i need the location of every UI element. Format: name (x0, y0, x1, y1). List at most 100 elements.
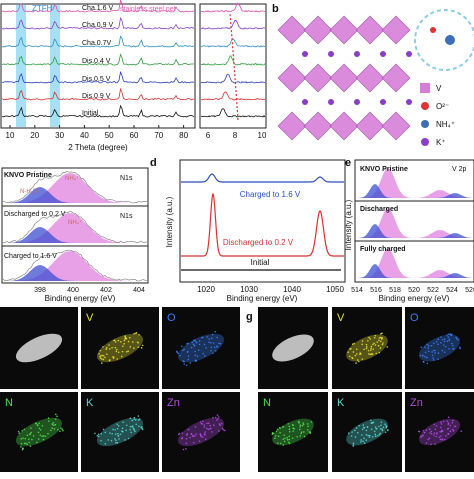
speckle (447, 433, 450, 435)
speckle (138, 334, 140, 336)
speckle (133, 418, 135, 421)
speckle (41, 424, 44, 427)
speckle (20, 442, 23, 445)
speckle (357, 360, 360, 363)
speckle (114, 428, 117, 431)
label: 50 (105, 131, 114, 140)
speckle (214, 330, 216, 333)
speckle (102, 346, 104, 348)
speckle (125, 350, 128, 353)
xrd-curve (1, 87, 195, 101)
speckle (439, 435, 442, 437)
label: 514 (351, 287, 363, 294)
speckle (134, 419, 137, 421)
speckle (28, 441, 30, 444)
speckle (204, 438, 207, 441)
speckle (380, 424, 382, 427)
speckle (53, 428, 56, 430)
label: Cha.0.7V (82, 40, 112, 47)
speckle (276, 442, 279, 444)
legend-swatch (420, 83, 430, 93)
speckle (102, 358, 105, 361)
xrd-curve (200, 108, 266, 118)
speckle (367, 339, 369, 342)
map-bg (81, 307, 159, 389)
speckle (124, 337, 127, 339)
speckle (106, 353, 108, 355)
speckle (38, 422, 40, 425)
speckle (127, 340, 130, 343)
speckle (17, 430, 20, 433)
k-ion (380, 51, 386, 57)
speckle (370, 428, 373, 431)
speckle (355, 427, 358, 429)
fit (2, 211, 148, 244)
speckle (206, 422, 208, 425)
speckle (199, 421, 202, 423)
speckle (26, 434, 29, 437)
speckle (378, 339, 380, 342)
label: O²⁻ (436, 102, 449, 111)
speckle (114, 346, 117, 349)
speckle (186, 433, 189, 435)
speckle (452, 429, 455, 432)
k-ion (302, 99, 308, 105)
speckle (447, 336, 450, 338)
speckle (360, 441, 362, 443)
speckle (203, 424, 206, 426)
speckle (210, 349, 212, 352)
map-bg (162, 307, 240, 389)
speckle (433, 423, 436, 426)
label: V (436, 84, 442, 93)
speckle (190, 346, 193, 349)
speckle (365, 346, 368, 348)
speckle (375, 427, 377, 430)
speckle (369, 338, 371, 340)
speckle (117, 435, 120, 437)
label: ZTFH (32, 4, 53, 13)
k-ion (380, 99, 386, 105)
speckle (135, 331, 138, 334)
speckle (277, 435, 280, 438)
speckle (28, 438, 30, 441)
pink-peak (3, 251, 147, 281)
fit (2, 249, 148, 282)
speckle (382, 342, 384, 344)
speckle (216, 336, 218, 339)
speckle (422, 360, 425, 363)
speckle (374, 426, 377, 428)
particle (418, 334, 461, 362)
speckle (375, 352, 378, 355)
k-ion (328, 99, 334, 105)
speckle (288, 435, 290, 438)
speckle (133, 429, 136, 432)
speckle (427, 438, 430, 441)
speckle (282, 444, 285, 446)
speckle (351, 431, 353, 433)
label: 524 (446, 287, 458, 294)
speckle (349, 355, 351, 358)
speckle (361, 434, 363, 436)
speckle (22, 437, 24, 439)
speckle (435, 435, 437, 438)
map-bg (332, 392, 402, 472)
speckle (207, 422, 210, 425)
speckle (187, 428, 190, 431)
speckle (122, 421, 124, 424)
speckle (190, 432, 193, 435)
label: 10 (258, 131, 267, 140)
speckle (138, 418, 141, 420)
speckle (418, 430, 421, 433)
speckle (279, 442, 282, 445)
speckle (191, 435, 194, 438)
speckle (432, 354, 434, 357)
axes-box (354, 159, 474, 283)
speckle (99, 355, 101, 358)
label: 522 (427, 287, 439, 294)
legend-swatch (421, 102, 429, 110)
particle (177, 333, 225, 363)
speckle (209, 427, 212, 430)
speckle (209, 424, 212, 427)
speckle (288, 425, 291, 428)
speckle (110, 439, 113, 442)
